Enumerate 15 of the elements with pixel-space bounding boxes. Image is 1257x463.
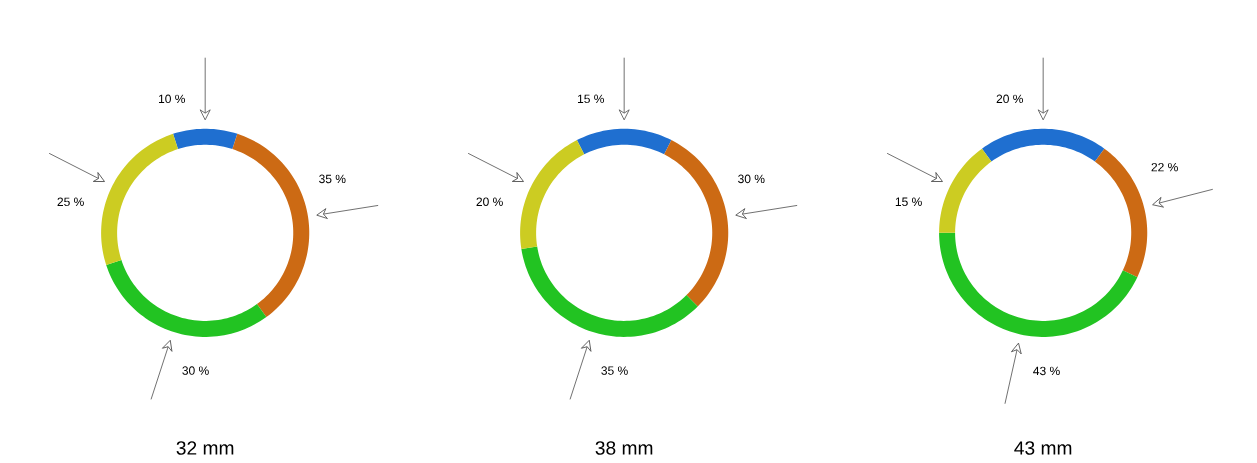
data-label: 22 % <box>1151 162 1178 172</box>
data-label: 30 % <box>738 174 765 184</box>
data-label: 10 % <box>159 94 186 104</box>
data-label: 25 % <box>57 197 84 207</box>
data-label: 15 % <box>577 94 605 104</box>
text: 43 mm <box>1014 441 1072 455</box>
data-label: 30 % <box>182 366 209 375</box>
data-label: 15 % <box>895 197 922 206</box>
data-label: 35 % <box>601 366 628 375</box>
text: 38 mm <box>595 441 653 455</box>
data-label: 35 % <box>319 174 346 184</box>
data-label: 20 % <box>476 197 503 207</box>
text: 32 mm <box>176 441 234 455</box>
data-label: 43 % <box>1033 366 1060 376</box>
data-label: 20 % <box>996 94 1023 104</box>
